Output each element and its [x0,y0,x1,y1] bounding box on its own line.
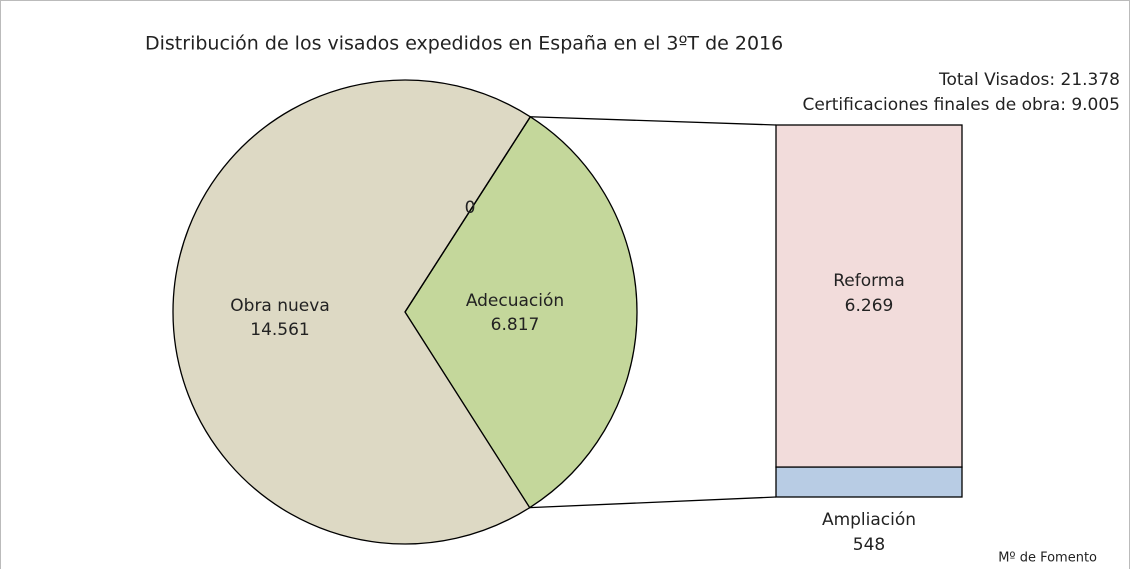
value-label: 548 [853,535,885,555]
source: Mº de Fomento [998,551,1097,566]
chart-title: Distribución de los visados expedidos en… [145,33,783,55]
pie-slice [172,79,532,545]
annotation: Certificaciones finales de obra: 9.005 [802,95,1120,115]
segment-label: Reforma [833,271,905,291]
connector-line [529,496,777,509]
slice-label: Obra nueva [230,296,329,316]
segment-label: Ampliación [822,510,916,530]
bar-segment [775,466,963,498]
slice-label: Adecuación [466,291,564,311]
value-label: 6.269 [845,296,894,316]
connector-line [530,116,777,126]
value-label: 6.817 [491,315,540,335]
value-label: 0 [465,198,476,218]
annotation: Total Visados: 21.378 [938,70,1120,90]
value-label: 14.561 [250,320,309,340]
pie-slice [404,115,638,509]
